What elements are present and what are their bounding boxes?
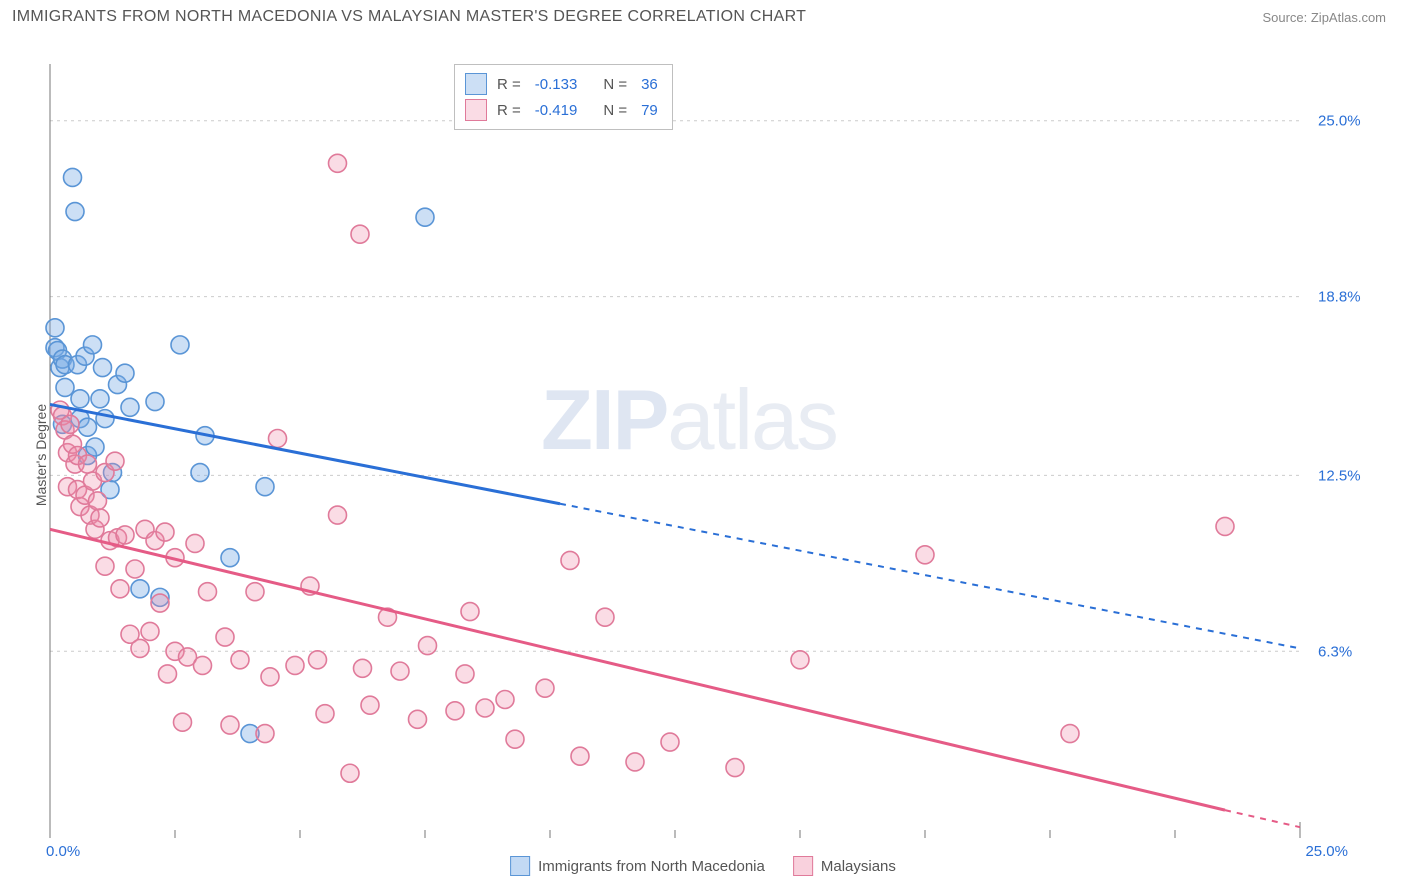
legend-n-label: N = [603, 102, 627, 119]
legend-label-2: Malaysians [821, 858, 896, 875]
legend-item-1: Immigrants from North Macedonia [510, 856, 765, 876]
legend-r-label: R = [497, 76, 521, 93]
legend-label-1: Immigrants from North Macedonia [538, 858, 765, 875]
source-label: Source: ZipAtlas.com [1262, 10, 1386, 25]
correlation-legend: R = -0.133 N = 36 R = -0.419 N = 79 [454, 64, 673, 130]
series-legend: Immigrants from North Macedonia Malaysia… [510, 856, 896, 876]
svg-text:0.0%: 0.0% [46, 843, 80, 860]
legend-n-value-1: 36 [641, 76, 658, 93]
legend-sw-1 [510, 856, 530, 876]
legend-r-label: R = [497, 102, 521, 119]
legend-sw-2 [793, 856, 813, 876]
svg-text:12.5%: 12.5% [1318, 467, 1361, 484]
legend-swatch-1 [465, 73, 487, 95]
legend-r-value-2: -0.419 [535, 102, 578, 119]
svg-text:25.0%: 25.0% [1318, 113, 1361, 130]
chart-area: Master's Degree 6.3% 12.5% 18.8% 25.0% 0.0% 2… [0, 30, 1406, 880]
scatter-chart: 6.3% 12.5% 18.8% 25.0% 0.0% 25.0% [0, 30, 1406, 880]
svg-text:6.3%: 6.3% [1318, 643, 1352, 660]
legend-n-label: N = [603, 76, 627, 93]
legend-swatch-2 [465, 99, 487, 121]
svg-text:25.0%: 25.0% [1305, 843, 1348, 860]
legend-n-value-2: 79 [641, 102, 658, 119]
chart-title: IMMIGRANTS FROM NORTH MACEDONIA VS MALAY… [12, 8, 806, 26]
legend-row-series-1: R = -0.133 N = 36 [465, 71, 658, 97]
y-axis-label: Master's Degree [33, 404, 49, 506]
legend-item-2: Malaysians [793, 856, 896, 876]
legend-r-value-1: -0.133 [535, 76, 578, 93]
legend-row-series-2: R = -0.419 N = 79 [465, 97, 658, 123]
chart-header: IMMIGRANTS FROM NORTH MACEDONIA VS MALAY… [0, 0, 1406, 30]
svg-text:18.8%: 18.8% [1318, 289, 1361, 306]
